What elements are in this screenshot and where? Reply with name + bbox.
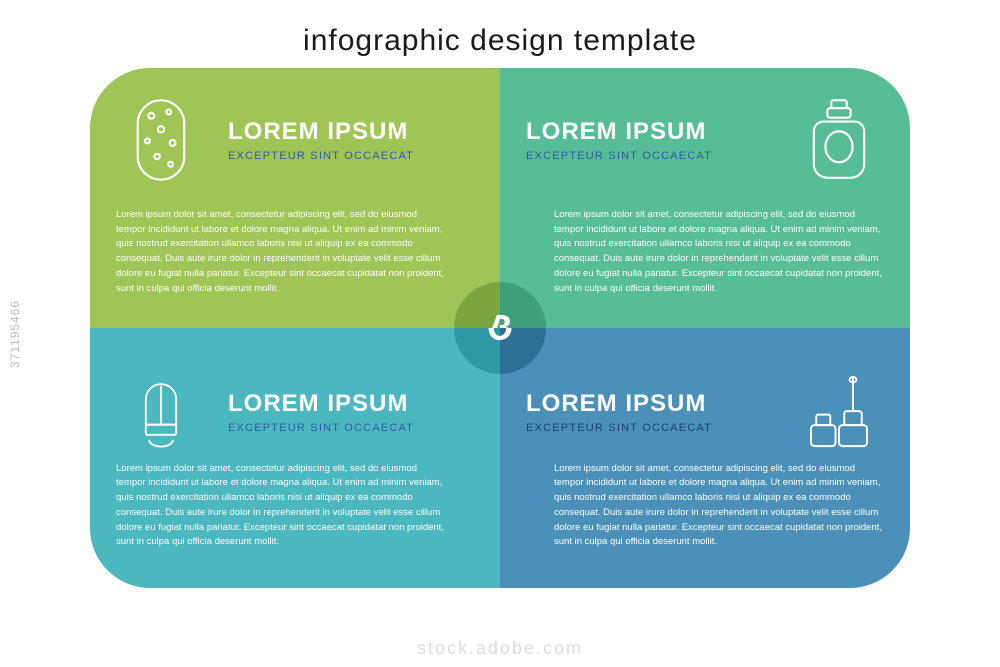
infographic-grid: LOREM IPSUM EXCEPTEUR SINT OCCAECAT Lore…: [90, 68, 910, 588]
panel-c-body: Lorem ipsum dolor sit amet, consectetur …: [116, 462, 446, 550]
panel-a-header: LOREM IPSUM EXCEPTEUR SINT OCCAECAT: [116, 90, 474, 190]
panel-c: LOREM IPSUM EXCEPTEUR SINT OCCAECAT Lore…: [90, 328, 500, 588]
deodorant-icon: [116, 362, 206, 462]
panel-c-headings: LOREM IPSUM EXCEPTEUR SINT OCCAECAT: [228, 390, 474, 434]
panel-b-headings: LOREM IPSUM EXCEPTEUR SINT OCCAECAT: [526, 118, 772, 162]
panel-b: LOREM IPSUM EXCEPTEUR SINT OCCAECAT Lore…: [500, 68, 910, 328]
nail-polish-icon: [794, 362, 884, 462]
badge-b: B: [500, 282, 546, 328]
watermark-bottom: stock.adobe.com: [0, 638, 1000, 659]
panel-b-header: LOREM IPSUM EXCEPTEUR SINT OCCAECAT: [526, 90, 884, 190]
panel-d-title: LOREM IPSUM: [526, 390, 772, 418]
panel-d-subtitle: EXCEPTEUR SINT OCCAECAT: [526, 422, 772, 434]
panel-d-body: Lorem ipsum dolor sit amet, consectetur …: [554, 462, 884, 550]
badge-a: A: [454, 282, 500, 328]
panel-a: LOREM IPSUM EXCEPTEUR SINT OCCAECAT Lore…: [90, 68, 500, 328]
panel-a-title: LOREM IPSUM: [228, 118, 474, 146]
panel-a-headings: LOREM IPSUM EXCEPTEUR SINT OCCAECAT: [228, 118, 474, 162]
panel-d: LOREM IPSUM EXCEPTEUR SINT OCCAECAT Lore…: [500, 328, 910, 588]
panel-a-subtitle: EXCEPTEUR SINT OCCAECAT: [228, 150, 474, 162]
sponge-icon: [116, 90, 206, 190]
panel-b-title: LOREM IPSUM: [526, 118, 772, 146]
panel-c-header: LOREM IPSUM EXCEPTEUR SINT OCCAECAT: [116, 362, 474, 462]
watermark-side: 371195466: [8, 299, 22, 367]
perfume-icon: [794, 90, 884, 190]
panel-b-subtitle: EXCEPTEUR SINT OCCAECAT: [526, 150, 772, 162]
panel-d-headings: LOREM IPSUM EXCEPTEUR SINT OCCAECAT: [526, 390, 772, 434]
page-title: infographic design template: [0, 0, 1000, 68]
panel-a-body: Lorem ipsum dolor sit amet, consectetur …: [116, 208, 446, 296]
panel-c-title: LOREM IPSUM: [228, 390, 474, 418]
panel-d-header: LOREM IPSUM EXCEPTEUR SINT OCCAECAT: [526, 362, 884, 462]
panel-b-body: Lorem ipsum dolor sit amet, consectetur …: [554, 208, 884, 296]
panel-c-subtitle: EXCEPTEUR SINT OCCAECAT: [228, 422, 474, 434]
